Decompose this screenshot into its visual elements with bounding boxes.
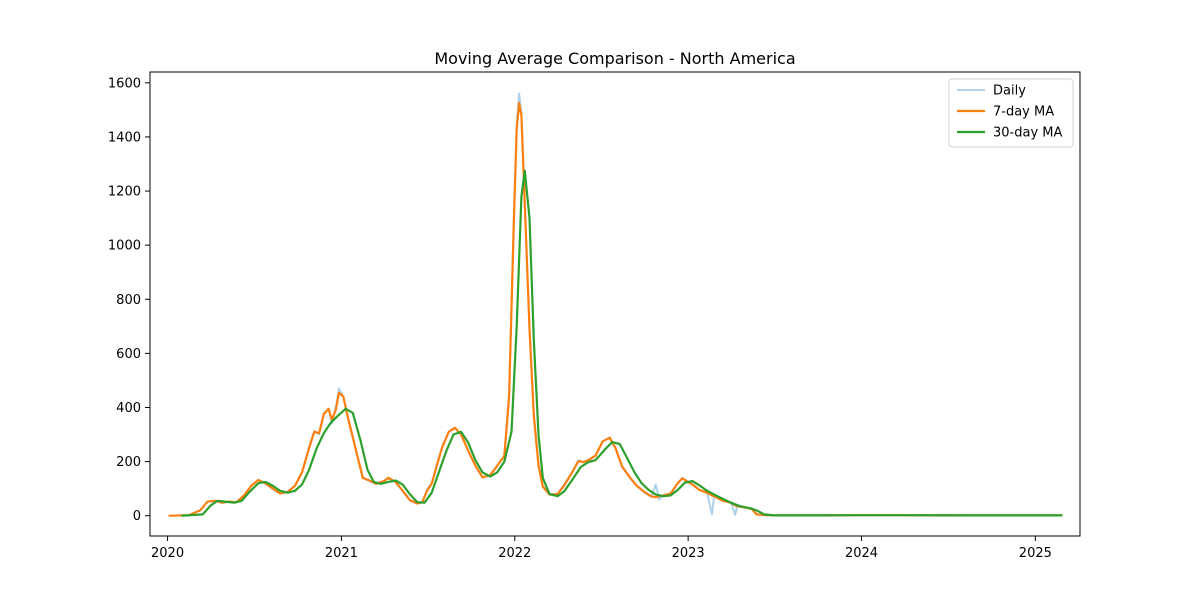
- y-tick-label: 600: [116, 347, 141, 362]
- y-tick-label: 1000: [108, 239, 141, 254]
- chart-title: Moving Average Comparison - North Americ…: [434, 49, 795, 68]
- x-tick-label: 2021: [325, 546, 358, 561]
- series-line-3: [181, 169, 1063, 517]
- legend: Daily 7-day MA 30-day MA: [948, 78, 1074, 148]
- series-line-2: [168, 102, 1063, 517]
- y-tick-label: 200: [116, 455, 141, 470]
- y-tick-label: 400: [116, 401, 141, 416]
- x-tick-label: 2022: [498, 546, 531, 561]
- x-tick-label: 2023: [672, 546, 705, 561]
- x-tick-label: 2024: [845, 546, 878, 561]
- legend-label-3: 30-day MA: [993, 126, 1062, 141]
- series-line-1: [168, 92, 1063, 517]
- y-tick-label: 0: [133, 509, 141, 524]
- legend-box: [948, 78, 1074, 148]
- y-tick-label: 1400: [108, 130, 141, 145]
- legend-label-1: Daily: [993, 84, 1026, 99]
- plot-frame: [149, 71, 1081, 537]
- x-axis: 2020 2021 2022 2023 2024 2025: [151, 536, 1052, 561]
- y-tick-label: 800: [116, 293, 141, 308]
- x-tick-label: 2020: [151, 546, 184, 561]
- legend-label-2: 7-day MA: [993, 105, 1054, 120]
- x-tick-label: 2025: [1019, 546, 1052, 561]
- y-axis: 0 200 400 600 800 1000 1200 1400 1600: [108, 76, 150, 524]
- y-tick-label: 1600: [108, 76, 141, 91]
- y-tick-label: 1200: [108, 185, 141, 200]
